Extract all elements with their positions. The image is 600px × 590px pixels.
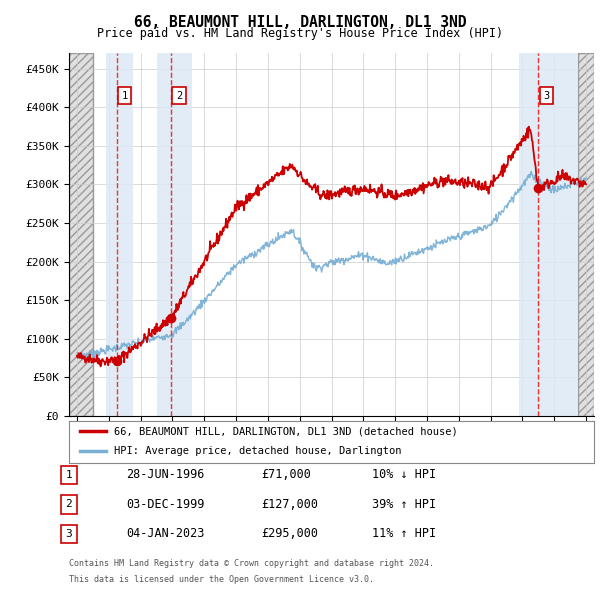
Text: £127,000: £127,000	[261, 498, 318, 511]
Text: 10% ↓ HPI: 10% ↓ HPI	[372, 468, 436, 481]
Bar	[69, 53, 93, 416]
Text: 3: 3	[65, 529, 73, 539]
Text: 28-JUN-1996: 28-JUN-1996	[126, 468, 205, 481]
Text: 2: 2	[176, 90, 182, 100]
Text: 66, BEAUMONT HILL, DARLINGTON, DL1 3ND (detached house): 66, BEAUMONT HILL, DARLINGTON, DL1 3ND (…	[113, 427, 457, 436]
Bar	[106, 53, 133, 416]
Text: £295,000: £295,000	[261, 527, 318, 540]
Text: 1: 1	[65, 470, 73, 480]
Text: 39% ↑ HPI: 39% ↑ HPI	[372, 498, 436, 511]
Text: Price paid vs. HM Land Registry's House Price Index (HPI): Price paid vs. HM Land Registry's House …	[97, 27, 503, 40]
Bar	[519, 53, 578, 416]
Text: £71,000: £71,000	[261, 468, 311, 481]
Text: 03-DEC-1999: 03-DEC-1999	[126, 498, 205, 511]
Text: 3: 3	[543, 90, 550, 100]
Text: 1: 1	[121, 90, 128, 100]
Text: This data is licensed under the Open Government Licence v3.0.: This data is licensed under the Open Gov…	[69, 575, 374, 584]
Text: 04-JAN-2023: 04-JAN-2023	[126, 527, 205, 540]
Text: 66, BEAUMONT HILL, DARLINGTON, DL1 3ND: 66, BEAUMONT HILL, DARLINGTON, DL1 3ND	[134, 15, 466, 30]
Text: Contains HM Land Registry data © Crown copyright and database right 2024.: Contains HM Land Registry data © Crown c…	[69, 559, 434, 568]
Bar	[157, 53, 191, 416]
Bar	[578, 53, 594, 416]
Text: 2: 2	[65, 500, 73, 509]
Text: 11% ↑ HPI: 11% ↑ HPI	[372, 527, 436, 540]
Text: HPI: Average price, detached house, Darlington: HPI: Average price, detached house, Darl…	[113, 446, 401, 456]
